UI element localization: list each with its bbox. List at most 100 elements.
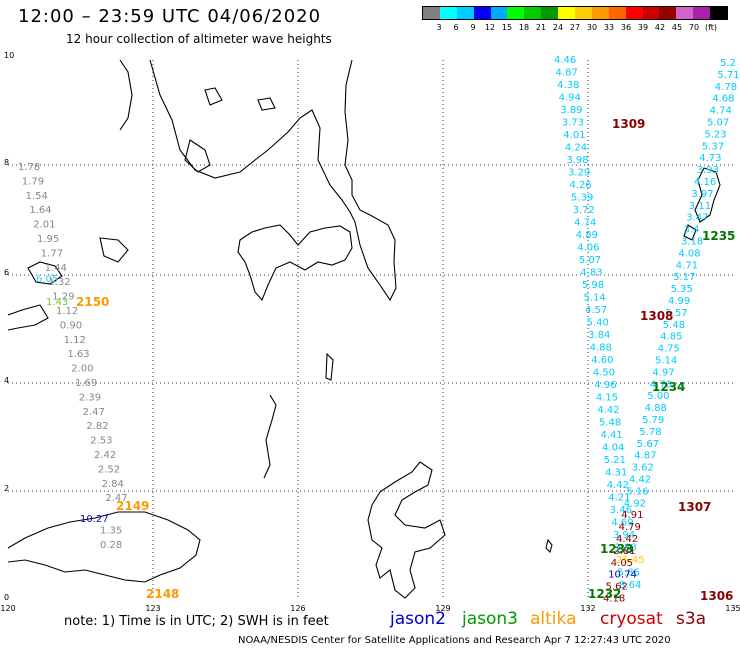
wave-height-value: 4.26 xyxy=(570,180,592,191)
wave-height-value: 1.63 xyxy=(67,349,89,360)
scale-swatch xyxy=(473,7,491,19)
scale-label: 30 xyxy=(586,23,598,32)
wave-height-value: 4.31 xyxy=(605,468,627,479)
wave-height-value: 3.18 xyxy=(681,237,703,248)
wave-height-value: 8.64 xyxy=(619,580,641,591)
page-title: 12:00 – 23:59 UTC 04/06/2020 xyxy=(18,6,322,27)
wave-height-value: 5.98 xyxy=(582,280,604,291)
wave-height-value: 5.67 xyxy=(637,439,659,450)
pass-label: 1235 xyxy=(702,229,735,243)
legend-s3a: s3a xyxy=(676,609,707,629)
wave-height-value: 5.00 xyxy=(647,391,669,402)
scale-swatch xyxy=(642,7,660,19)
scale-swatch xyxy=(710,7,728,19)
scale-label: 42 xyxy=(654,23,666,32)
wave-height-value: 4.99 xyxy=(668,296,690,307)
wave-height-value: 2.53 xyxy=(90,436,112,447)
scale-swatch xyxy=(541,7,559,19)
scale-swatch xyxy=(423,7,440,19)
wave-height-value: 4.42 xyxy=(629,475,651,486)
wave-height-value: 5.62 xyxy=(606,582,628,593)
wave-height-value: 5.86 xyxy=(618,568,640,579)
scale-swatch xyxy=(575,7,592,19)
wave-height-value: 4.85 xyxy=(660,332,682,343)
scale-swatch xyxy=(439,7,457,19)
wave-height-value: 5.71 xyxy=(717,70,739,81)
wave-height-value: 4.89 xyxy=(576,230,598,241)
wave-height-value: 3.4 xyxy=(684,225,700,236)
wave-height-value: 1.54 xyxy=(26,191,48,202)
wave-height-value: 3.72 xyxy=(573,205,595,216)
wave-height-value: 5.48 xyxy=(663,320,685,331)
wave-height-value: 4.42 xyxy=(597,405,619,416)
wave-height-value: 1.77 xyxy=(41,248,63,259)
wave-height-value: 4.06 xyxy=(577,243,599,254)
wave-height-value: 4.60 xyxy=(591,355,613,366)
scale-label: 33 xyxy=(603,23,615,32)
wave-height-value: 2.52 xyxy=(98,464,120,475)
y-tick-label: 0 xyxy=(4,593,9,602)
wave-height-value: 4.79 xyxy=(619,522,641,533)
wave-height-value: 3.97 xyxy=(691,189,713,200)
wave-height-value: 5.16 xyxy=(626,486,648,497)
wave-height-value: 1.78 xyxy=(18,162,40,173)
wave-height-value: 2.47 xyxy=(83,407,105,418)
wave-height-value: 4.38 xyxy=(557,80,579,91)
wave-height-value: 4.05 xyxy=(611,558,633,569)
wave-height-value: 5.23 xyxy=(704,129,726,140)
legend-note: note: 1) Time is in UTC; 2) SWH is in fe… xyxy=(64,614,329,629)
wave-height-value: 4.41 xyxy=(601,430,623,441)
pass-label: 1233 xyxy=(600,542,633,556)
wave-height-value: 4.69 xyxy=(611,518,633,529)
pass-label: 2149 xyxy=(116,499,149,513)
wave-height-value: 4.57 xyxy=(585,305,607,316)
scale-swatch xyxy=(625,7,643,19)
pass-label: 1234 xyxy=(652,380,685,394)
wave-height-value: 5.40 xyxy=(587,318,609,329)
legend-altika: altika xyxy=(530,609,577,629)
scale-swatch xyxy=(676,7,694,19)
wave-height-value: 5.2 xyxy=(720,58,736,69)
wave-height-value: 2.01 xyxy=(33,220,55,231)
wave-height-value: 3.29 xyxy=(568,168,590,179)
scale-swatch xyxy=(490,7,508,19)
wave-height-value: 5.07 xyxy=(707,118,729,129)
wave-height-value: 5.17 xyxy=(673,272,695,283)
wave-height-value: 0.90 xyxy=(60,320,82,331)
scale-label: 36 xyxy=(620,23,632,32)
wave-height-value: 2.39 xyxy=(79,392,101,403)
wave-height-value: 3.88 xyxy=(614,543,636,554)
y-tick-label: 10 xyxy=(4,51,14,60)
pass-label: 1309 xyxy=(612,117,645,131)
scale-swatch xyxy=(558,7,576,19)
wave-height-value: 4.96 xyxy=(594,380,616,391)
scale-label: 18 xyxy=(518,23,530,32)
wave-height-value: 4.73 xyxy=(650,379,672,390)
color-scale-bar xyxy=(422,6,728,20)
wave-height-value: 4.42 xyxy=(616,534,638,545)
wave-height-value: 4.78 xyxy=(715,82,737,93)
wave-height-value: 4.92 xyxy=(624,498,646,509)
wave-height-value: 3.11 xyxy=(689,201,711,212)
wave-height-value: 2.42 xyxy=(94,450,116,461)
pass-label: 1306 xyxy=(700,589,733,603)
wave-height-value: 4.74 xyxy=(574,218,596,229)
wave-height-value: 3.94 xyxy=(613,530,635,541)
coastline xyxy=(7,59,721,599)
scale-swatch xyxy=(524,7,542,19)
wave-height-value: 4.04 xyxy=(602,443,624,454)
x-tick-label: 126 xyxy=(290,604,305,613)
y-tick-label: 4 xyxy=(4,376,9,385)
wave-height-value: 10.74 xyxy=(608,570,637,581)
wave-height-value: 4.75 xyxy=(658,344,680,355)
scale-swatch xyxy=(659,7,677,19)
wave-height-value: 3.89 xyxy=(560,105,582,116)
wave-height-value: 4.87 xyxy=(634,451,656,462)
wave-height-value: 1.79 xyxy=(22,176,44,187)
wave-height-value: 3.62 xyxy=(632,463,654,474)
wave-height-value: 3.93 xyxy=(697,165,719,176)
x-tick-label: 132 xyxy=(580,604,595,613)
wave-height-value: 5.39 xyxy=(571,193,593,204)
wave-height-value: 5.57 xyxy=(665,308,687,319)
